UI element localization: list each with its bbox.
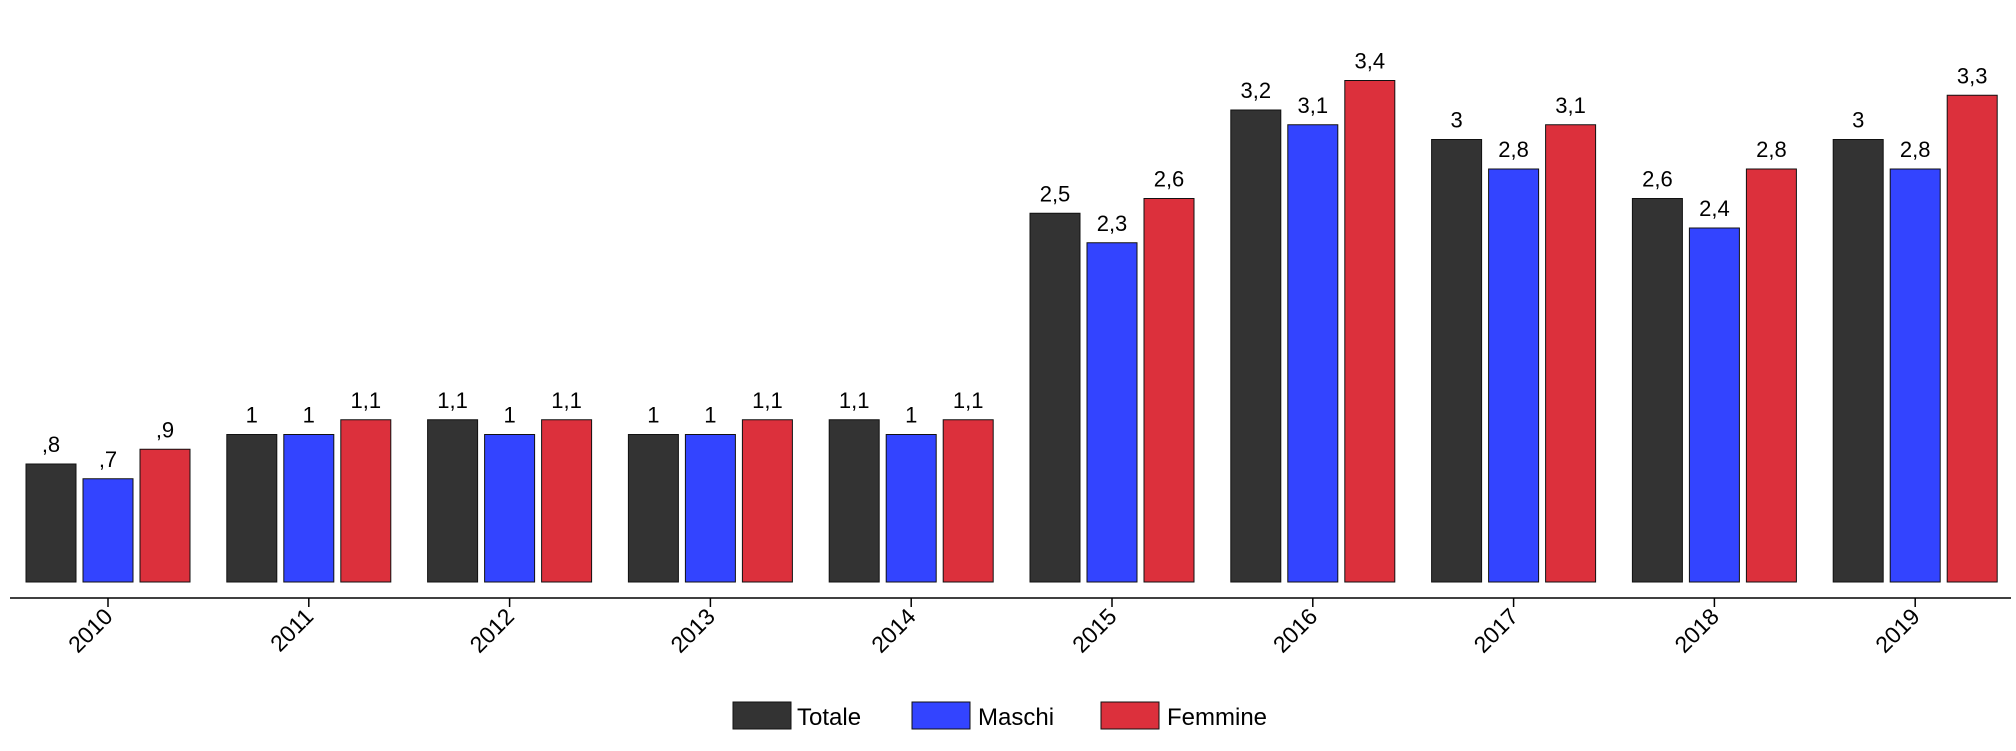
legend: Totale Maschi Femmine: [732, 701, 1267, 731]
bar-totale-2011: [226, 434, 278, 583]
data-label-totale-2019: 3: [1852, 108, 1864, 133]
bar-femmine-2015: [1143, 198, 1195, 583]
data-label-maschi-2017: 2,8: [1498, 137, 1529, 162]
x-tick-label-2013: 2013: [665, 603, 720, 658]
data-label-femmine-2017: 3,1: [1555, 93, 1586, 118]
bar-maschi-2013: [684, 434, 736, 583]
bar-femmine-2011: [340, 419, 392, 583]
data-label-femmine-2016: 3,4: [1355, 49, 1386, 74]
bar-maschi-2015: [1086, 242, 1138, 583]
data-label-maschi-2018: 2,4: [1699, 196, 1730, 221]
bar-femmine-2018: [1745, 168, 1797, 583]
data-label-maschi-2013: 1: [704, 403, 716, 428]
bar-totale-2010: [25, 463, 77, 583]
legend-swatch-totale: [732, 701, 792, 730]
data-label-maschi-2015: 2,3: [1097, 211, 1128, 236]
bar-maschi-2012: [484, 434, 536, 583]
legend-swatch-femmine: [1100, 701, 1160, 730]
x-tick-label-2018: 2018: [1669, 603, 1724, 658]
legend-label-totale: Totale: [797, 704, 861, 731]
bar-maschi-2010: [82, 478, 134, 583]
legend-label-maschi: Maschi: [978, 704, 1054, 731]
bar-maschi-2019: [1889, 168, 1941, 583]
data-label-maschi-2010: ,7: [99, 447, 117, 472]
legend-label-femmine: Femmine: [1167, 704, 1267, 731]
data-label-totale-2014: 1,1: [839, 388, 870, 413]
data-label-totale-2011: 1: [246, 403, 258, 428]
data-label-totale-2017: 3: [1450, 108, 1462, 133]
bar-femmine-2019: [1946, 94, 1998, 583]
data-label-totale-2018: 2,6: [1642, 167, 1673, 192]
x-tick-label-2015: 2015: [1067, 603, 1122, 658]
x-tick-label-2010: 2010: [63, 603, 118, 658]
data-label-maschi-2019: 2,8: [1900, 137, 1931, 162]
bar-femmine-2012: [541, 419, 593, 583]
bar-totale-2014: [828, 419, 880, 583]
data-label-femmine-2012: 1,1: [551, 388, 582, 413]
bar-femmine-2016: [1344, 80, 1396, 583]
data-labels-layer: ,8 ,7 ,9 1 1 1,1 1,1 1 1,1 1 1 1,1 1,1 1 1,1 2,5 2,3 2,6 3…: [42, 49, 1988, 472]
bar-totale-2017: [1431, 139, 1483, 583]
bar-femmine-2013: [741, 419, 793, 583]
data-label-femmine-2011: 1,1: [351, 388, 382, 413]
bar-maschi-2017: [1488, 168, 1540, 583]
bar-totale-2015: [1029, 212, 1081, 583]
bar-totale-2016: [1230, 109, 1282, 583]
data-label-femmine-2015: 2,6: [1154, 167, 1185, 192]
bar-totale-2019: [1832, 139, 1884, 583]
data-label-totale-2012: 1,1: [437, 388, 468, 413]
data-label-femmine-2018: 2,8: [1756, 137, 1787, 162]
data-label-maschi-2011: 1: [303, 403, 315, 428]
x-tick-label-2012: 2012: [465, 603, 520, 658]
data-label-maschi-2016: 3,1: [1298, 93, 1329, 118]
data-label-totale-2016: 3,2: [1241, 78, 1272, 103]
x-tick-label-2011: 2011: [265, 603, 318, 656]
data-label-maschi-2014: 1: [905, 403, 917, 428]
bar-femmine-2017: [1545, 124, 1597, 583]
bar-maschi-2016: [1287, 124, 1339, 583]
x-tick-label-2014: 2014: [866, 603, 921, 658]
bar-maschi-2014: [885, 434, 937, 583]
x-tick-label-2016: 2016: [1268, 603, 1323, 658]
bars-layer: [25, 80, 1998, 583]
bar-totale-2013: [627, 434, 679, 583]
x-tick-label-2019: 2019: [1870, 603, 1925, 658]
bar-maschi-2011: [283, 434, 335, 583]
bar-maschi-2018: [1688, 227, 1740, 583]
data-label-maschi-2012: 1: [503, 403, 515, 428]
data-label-femmine-2010: ,9: [156, 417, 174, 442]
bar-totale-2012: [427, 419, 479, 583]
data-label-femmine-2014: 1,1: [953, 388, 984, 413]
bar-femmine-2010: [139, 448, 191, 583]
data-label-totale-2013: 1: [647, 403, 659, 428]
bar-totale-2018: [1631, 198, 1683, 583]
data-label-femmine-2019: 3,3: [1957, 63, 1988, 88]
data-label-totale-2015: 2,5: [1040, 181, 1071, 206]
data-label-femmine-2013: 1,1: [752, 388, 783, 413]
data-label-totale-2010: ,8: [42, 432, 60, 457]
x-ticks-layer: 2010 2011 2012 2013 2014 2015 2016 2017 2018 2019: [63, 598, 1925, 658]
legend-swatch-maschi: [911, 701, 971, 730]
x-tick-label-2017: 2017: [1469, 603, 1524, 658]
bar-femmine-2014: [942, 419, 994, 583]
